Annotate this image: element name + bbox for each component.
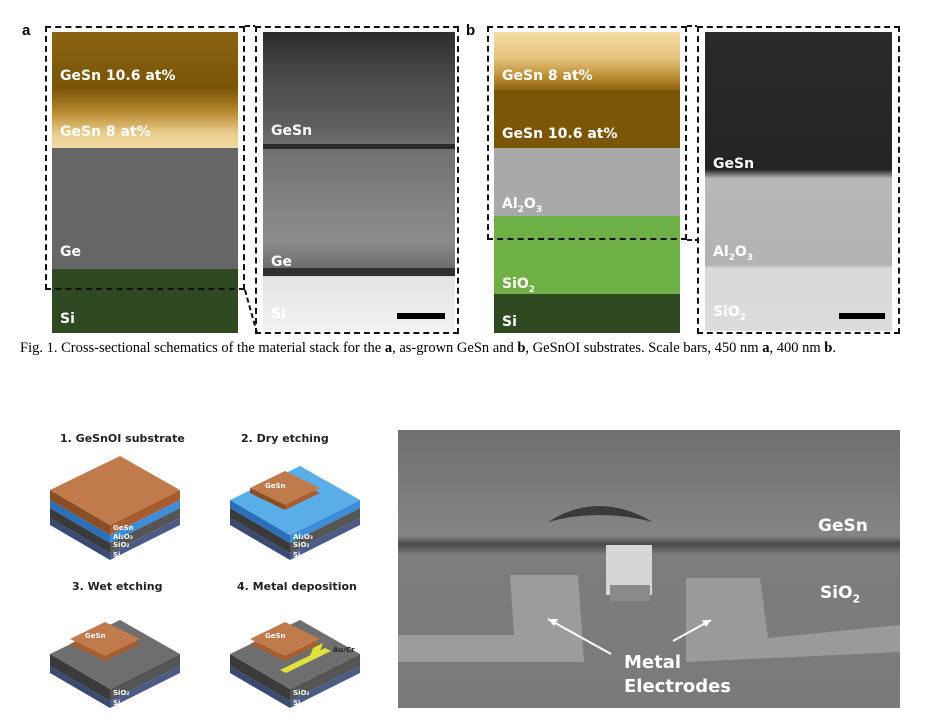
zoom-connectors-a xyxy=(244,25,258,334)
tem-label-si: Si xyxy=(271,306,286,322)
layer-label-gesn: GeSn xyxy=(265,632,286,640)
sem-label-sio2: SiO2 xyxy=(820,583,861,606)
step-4-title: 4. Metal deposition xyxy=(237,580,357,593)
tem-label-ge: Ge xyxy=(271,254,292,270)
layer-si: Si xyxy=(52,269,238,333)
layer-label-al2o3: Al₂O₃ xyxy=(113,533,133,541)
tem-label-al2o3: Al2O3 xyxy=(713,244,754,263)
zoom-connectors-b xyxy=(687,25,697,241)
layer-label-si: Si xyxy=(293,699,300,707)
panel-a-schematic: GeSn 10.6 at% GeSn 8 at% Ge Si xyxy=(52,32,238,333)
panel-a-letter: a xyxy=(22,22,31,39)
tem-label-gesn: GeSn xyxy=(713,156,755,172)
tem-label-gesn: GeSn xyxy=(271,123,313,139)
layer-label-gesn: GeSn xyxy=(85,632,106,640)
layer-label-sio2: SiO₂ xyxy=(293,689,309,697)
tem-interface xyxy=(263,268,455,276)
layer-label-al2o3: Al₂O₃ xyxy=(293,533,313,541)
tem-frame-a xyxy=(255,26,459,334)
tem-interface xyxy=(263,144,455,149)
layer-label: SiO2 xyxy=(502,276,536,295)
panel-b-letter: b xyxy=(466,22,476,39)
layer-label-sio2: SiO₂ xyxy=(113,541,129,549)
step-4-illustration: GeSn Au/Cr SiO₂ Si xyxy=(230,620,360,708)
layer-label: GeSn 10.6 at% xyxy=(502,126,618,142)
panel-a-tem-image: GeSn Ge Si xyxy=(263,32,455,331)
step-3-illustration: GeSn SiO₂ Si xyxy=(50,620,180,708)
layer-label: GeSn 8 at% xyxy=(60,124,151,140)
layer-label: Al2O3 xyxy=(502,196,543,215)
layer-label-gesn: GeSn xyxy=(113,524,134,532)
tem-label-sio2: SiO2 xyxy=(713,304,747,323)
layer-sio2: SiO2 xyxy=(494,216,680,295)
layer-label-gesn: GeSn xyxy=(265,482,286,490)
figure-caption: Fig. 1. Cross-sectional schematics of th… xyxy=(20,340,836,356)
layer-label: GeSn 8 at% xyxy=(502,68,593,84)
layer-gesn-8: GeSn 8 at% xyxy=(494,32,680,90)
step-3-title: 3. Wet etching xyxy=(72,580,163,593)
sem-label-gesn: GeSn xyxy=(818,516,868,536)
zoom-box-b xyxy=(487,26,687,240)
sem-structures xyxy=(398,506,900,662)
layer-label: Ge xyxy=(60,244,81,260)
layer-gesn-10-6: GeSn 10.6 at% xyxy=(52,32,238,88)
layer-ge: Ge xyxy=(52,148,238,269)
zoom-box-a xyxy=(45,26,245,290)
step-1-title: 1. GeSnOI substrate xyxy=(60,432,185,445)
step-2-title: 2. Dry etching xyxy=(241,432,329,445)
scale-bar xyxy=(397,313,445,319)
sem-image: GeSn SiO2 Metal Electrodes xyxy=(398,430,900,708)
layer-gesn-10-6: GeSn 10.6 at% xyxy=(494,90,680,148)
layer-al2o3: Al2O3 xyxy=(494,148,680,216)
scale-bar xyxy=(839,313,885,319)
layer-label-si: Si xyxy=(113,551,120,559)
layer-label-sio2: SiO₂ xyxy=(293,541,309,549)
panel-b-schematic: GeSn 8 at% GeSn 10.6 at% Al2O3 SiO2 Si xyxy=(494,32,680,333)
panel-b-tem-image: GeSn Al2O3 SiO2 xyxy=(705,32,892,331)
layer-si: Si xyxy=(494,294,680,333)
sem-label-electrodes: Electrodes xyxy=(624,676,731,697)
layer-label-au-cr: Au/Cr xyxy=(333,646,355,654)
layer-label-si: Si xyxy=(293,551,300,559)
tem-frame-b xyxy=(697,26,900,334)
layer-label: Si xyxy=(502,314,517,330)
layer-label: GeSn 10.6 at% xyxy=(60,68,176,84)
layer-label-sio2: SiO₂ xyxy=(113,689,129,697)
sem-label-metal: Metal xyxy=(624,652,682,673)
layer-gesn-8: GeSn 8 at% xyxy=(52,88,238,148)
layer-label-si: Si xyxy=(113,699,120,707)
layer-label: Si xyxy=(60,311,75,327)
step-2-illustration: GeSn Al₂O₃ SiO₂ Si xyxy=(230,466,360,560)
step-1-illustration: GeSn Al₂O₃ SiO₂ Si xyxy=(50,456,180,560)
